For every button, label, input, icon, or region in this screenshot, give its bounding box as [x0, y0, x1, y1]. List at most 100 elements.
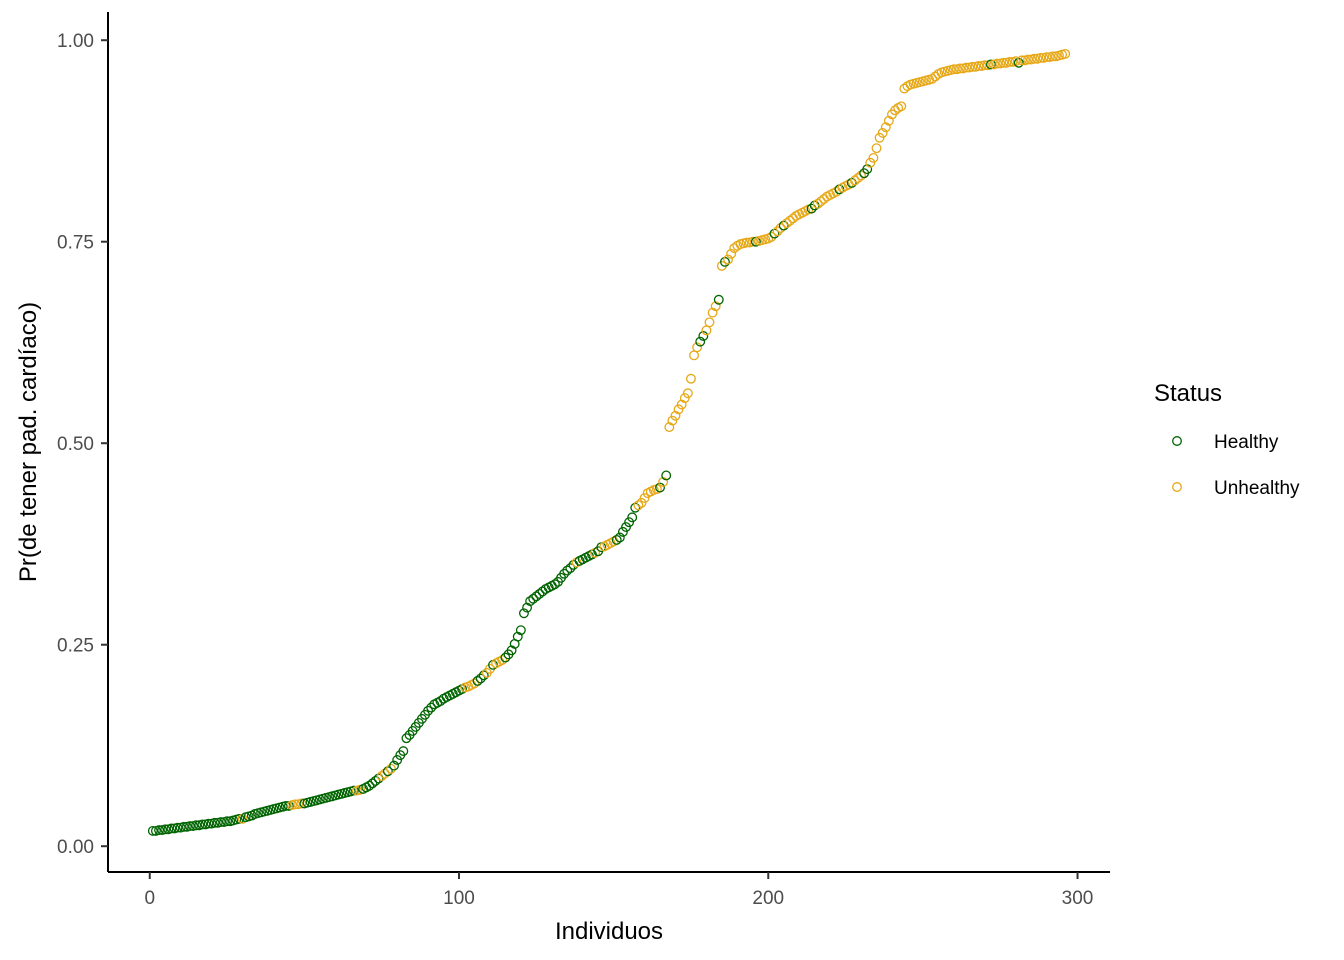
point-unhealthy [815, 196, 826, 207]
point-unhealthy [967, 61, 978, 72]
point-unhealthy [877, 127, 888, 138]
point-healthy [373, 773, 384, 784]
point-healthy [713, 294, 724, 305]
point-unhealthy [741, 237, 752, 248]
point-unhealthy [679, 393, 690, 404]
point-healthy [617, 526, 628, 537]
point-healthy [166, 823, 177, 834]
point-unhealthy [979, 60, 990, 71]
point-unhealthy [992, 58, 1003, 69]
point-unhealthy [856, 170, 867, 181]
point-healthy [426, 702, 437, 713]
point-healthy [769, 228, 780, 239]
y-axis-ticks: 0.00 0.25 0.50 0.75 1.00 [57, 31, 108, 858]
y-tick-label: 0.00 [57, 837, 94, 858]
point-unhealthy [1016, 55, 1027, 66]
point-healthy [178, 821, 189, 832]
points-layer [147, 48, 1071, 836]
point-unhealthy [1029, 53, 1040, 64]
point-healthy [1013, 57, 1024, 68]
point-unhealthy [636, 497, 647, 508]
legend-key-unhealthy [1172, 482, 1182, 492]
point-healthy [401, 733, 412, 744]
point-healthy [222, 816, 233, 827]
point-healthy [846, 177, 857, 188]
point-unhealthy [812, 198, 823, 209]
point-unhealthy [664, 422, 675, 433]
point-unhealthy [896, 101, 907, 112]
point-healthy [621, 522, 631, 532]
point-healthy [630, 502, 641, 513]
point-unhealthy [871, 143, 882, 154]
point-healthy [215, 817, 226, 827]
point-unhealthy [865, 157, 876, 168]
point-healthy [172, 822, 183, 833]
point-healthy [382, 766, 393, 777]
point-healthy [515, 625, 526, 636]
point-unhealthy [766, 231, 777, 242]
y-axis-title: Pr(de tener pad. cardíaco) [15, 302, 42, 582]
x-tick-label: 0 [144, 888, 155, 909]
point-unhealthy [658, 476, 669, 487]
point-healthy [549, 579, 560, 590]
point-unhealthy [633, 500, 644, 511]
x-tick-label: 100 [443, 888, 475, 909]
point-unhealthy [639, 493, 650, 503]
point-unhealthy [676, 399, 687, 410]
point-healthy [534, 588, 545, 599]
point-unhealthy [296, 798, 307, 809]
point-healthy [197, 819, 208, 830]
point-healthy [506, 645, 517, 656]
point-unhealthy [775, 223, 786, 233]
point-unhealthy [667, 415, 678, 426]
point-healthy [778, 220, 789, 231]
point-unhealthy [723, 254, 734, 265]
point-unhealthy [379, 768, 390, 779]
point-healthy [392, 755, 403, 765]
point-healthy [184, 821, 195, 832]
point-unhealthy [682, 388, 693, 399]
point-unhealthy [868, 152, 879, 163]
point-unhealthy [469, 678, 480, 689]
point-healthy [367, 778, 378, 789]
point-unhealthy [961, 62, 972, 73]
point-unhealthy [1035, 52, 1046, 63]
point-unhealthy [948, 64, 959, 75]
point-unhealthy [747, 236, 758, 247]
point-unhealthy [772, 226, 783, 237]
point-healthy [531, 591, 542, 602]
point-unhealthy [998, 57, 1009, 68]
point-healthy [525, 596, 536, 607]
point-unhealthy [849, 175, 860, 186]
point-unhealthy [707, 307, 718, 318]
point-unhealthy [290, 799, 301, 810]
point-unhealthy [673, 404, 684, 415]
point-healthy [500, 652, 511, 663]
x-tick-label: 200 [752, 888, 784, 909]
legend-title: Status [1154, 380, 1222, 407]
point-healthy [655, 482, 665, 493]
legend-items: Healthy Unhealthy [1172, 432, 1300, 499]
point-healthy [154, 825, 164, 836]
point-healthy [280, 800, 291, 811]
point-unhealthy [686, 373, 696, 384]
point-healthy [720, 256, 730, 267]
point-unhealthy [880, 122, 891, 133]
point-healthy [519, 608, 529, 619]
point-healthy [614, 532, 625, 543]
point-healthy [522, 602, 533, 613]
point-healthy [528, 593, 539, 604]
point-unhealthy [883, 115, 894, 126]
point-healthy [364, 780, 375, 791]
point-unhealthy [955, 63, 965, 74]
point-unhealthy [927, 73, 938, 84]
point-unhealthy [1023, 54, 1034, 65]
legend-key-healthy [1172, 436, 1182, 446]
point-unhealthy [1004, 57, 1015, 67]
point-unhealthy [497, 655, 508, 665]
point-healthy [559, 568, 570, 579]
legend-label-healthy: Healthy [1214, 432, 1279, 453]
x-axis-ticks: 0 100 200 300 [144, 872, 1093, 909]
point-healthy [611, 534, 622, 545]
